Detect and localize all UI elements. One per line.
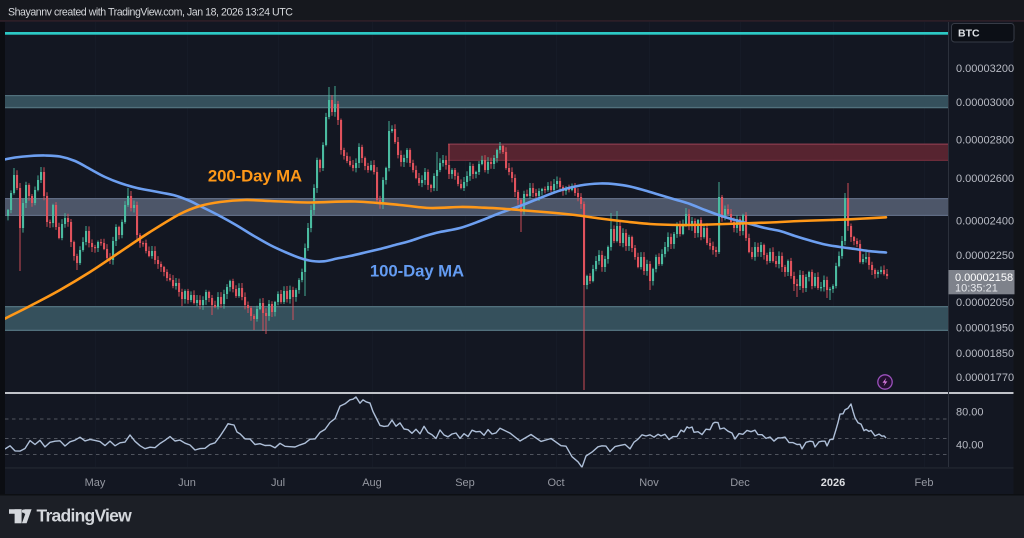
- svg-text:0.00001770: 0.00001770: [956, 372, 1014, 384]
- svg-text:0.00002400: 0.00002400: [956, 216, 1014, 228]
- svg-text:0.00002800: 0.00002800: [956, 135, 1014, 147]
- svg-text:0.00003200: 0.00003200: [956, 63, 1014, 75]
- svg-text:40.00: 40.00: [956, 440, 984, 452]
- svg-text:2026: 2026: [821, 477, 845, 489]
- svg-text:0.00002250: 0.00002250: [956, 250, 1014, 262]
- svg-text:Nov: Nov: [639, 477, 659, 489]
- svg-text:Oct: Oct: [547, 477, 564, 489]
- svg-text:Jun: Jun: [178, 477, 196, 489]
- svg-text:10:35:21: 10:35:21: [955, 283, 998, 295]
- svg-text:0.00001950: 0.00001950: [956, 323, 1014, 335]
- svg-text:0.00002050: 0.00002050: [956, 297, 1014, 309]
- svg-text:100-Day MA: 100-Day MA: [370, 262, 464, 281]
- svg-text:0.00003000: 0.00003000: [956, 97, 1014, 109]
- svg-text:May: May: [85, 477, 106, 489]
- svg-text:TradingView: TradingView: [37, 505, 133, 525]
- svg-text:80.00: 80.00: [956, 407, 984, 419]
- svg-text:BTC: BTC: [958, 28, 980, 40]
- svg-text:Dec: Dec: [730, 477, 750, 489]
- svg-text:Jul: Jul: [271, 477, 285, 489]
- svg-text:200-Day MA: 200-Day MA: [208, 167, 302, 186]
- svg-text:0.00002600: 0.00002600: [956, 173, 1014, 185]
- svg-text:0.00001850: 0.00001850: [956, 348, 1014, 360]
- svg-text:Sep: Sep: [455, 477, 475, 489]
- svg-text:Feb: Feb: [915, 477, 934, 489]
- svg-text:0.00002158: 0.00002158: [955, 272, 1013, 284]
- svg-text:Aug: Aug: [362, 477, 382, 489]
- svg-text:Shayannv created with TradingV: Shayannv created with TradingView.com, J…: [8, 7, 293, 19]
